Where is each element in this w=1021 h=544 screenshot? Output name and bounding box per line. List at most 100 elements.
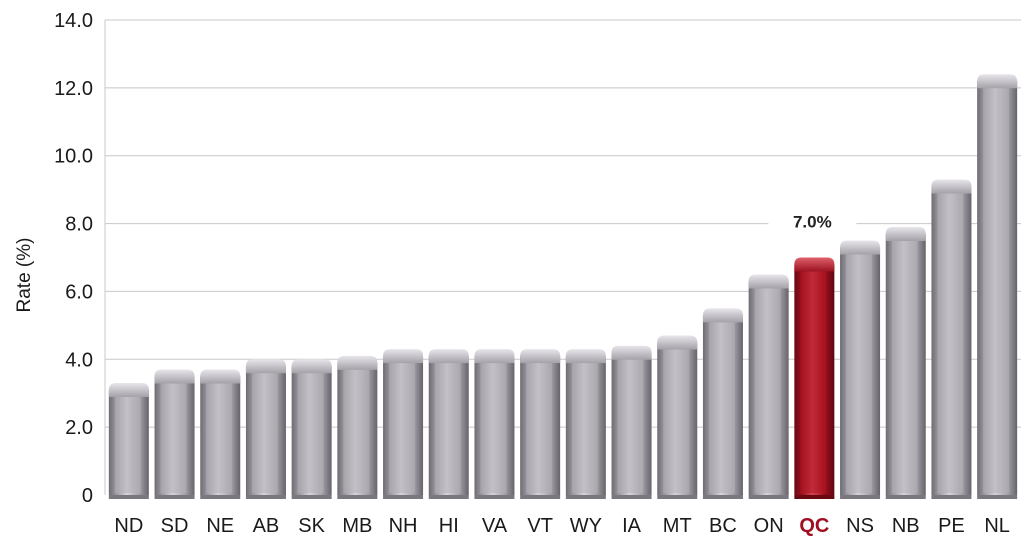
bar-base bbox=[702, 495, 743, 499]
bar-cap bbox=[337, 355, 378, 370]
bar-va bbox=[474, 349, 515, 499]
x-tick-label: SK bbox=[298, 515, 325, 537]
bar-cap bbox=[840, 240, 881, 255]
bar-face bbox=[434, 363, 461, 493]
bar-wy bbox=[565, 349, 606, 499]
x-tick-label: NB bbox=[892, 515, 920, 537]
bar-qc bbox=[794, 257, 835, 499]
y-tick-label: 0 bbox=[82, 485, 93, 507]
bar-cap bbox=[565, 349, 606, 364]
x-tick-label: QC bbox=[799, 515, 829, 537]
x-tick-label: IA bbox=[622, 515, 642, 537]
bar-on bbox=[748, 274, 789, 499]
y-tick-label: 8.0 bbox=[65, 214, 93, 236]
bar-ne bbox=[200, 369, 241, 499]
bar-cap bbox=[702, 308, 743, 323]
y-axis-ticks: 0 2.0 4.0 6.0 8.0 10.0 12.0 14.0 bbox=[54, 10, 93, 507]
bar-sd bbox=[154, 369, 195, 499]
bar-cap bbox=[428, 349, 469, 364]
bar-nb bbox=[885, 226, 926, 499]
bar-face bbox=[206, 383, 233, 493]
gridlines bbox=[104, 19, 1021, 495]
bar-base bbox=[200, 495, 241, 499]
x-tick-label: VA bbox=[482, 515, 508, 537]
bar-base bbox=[520, 495, 561, 499]
x-tick-label: BC bbox=[709, 515, 737, 537]
y-tick-label: 14.0 bbox=[54, 10, 93, 32]
bar-face bbox=[526, 363, 553, 493]
bar-mt bbox=[657, 335, 698, 499]
bar-base bbox=[977, 495, 1018, 499]
x-tick-label: AB bbox=[253, 515, 280, 537]
bar-face bbox=[297, 373, 324, 493]
x-tick-label: NH bbox=[389, 515, 418, 537]
bar-base bbox=[794, 495, 835, 499]
bar-base bbox=[611, 495, 652, 499]
x-tick-label: SD bbox=[161, 515, 189, 537]
bar-cap bbox=[931, 179, 972, 194]
bar-base bbox=[474, 495, 515, 499]
x-tick-label: VT bbox=[527, 515, 553, 537]
bar-pe bbox=[931, 179, 972, 499]
bar-nh bbox=[383, 349, 424, 499]
bar-face bbox=[617, 359, 644, 493]
bar-cap bbox=[383, 349, 424, 364]
bar-cap bbox=[108, 383, 149, 398]
bar-cap bbox=[657, 335, 698, 350]
bar-face bbox=[754, 288, 781, 493]
bar-face bbox=[800, 271, 827, 493]
x-tick-label: NL bbox=[984, 515, 1010, 537]
bars bbox=[108, 74, 1018, 499]
x-tick-label: MT bbox=[663, 515, 692, 537]
y-axis-title: Rate (%) bbox=[14, 238, 35, 313]
bar-vt bbox=[520, 349, 561, 499]
bar-face bbox=[663, 349, 690, 493]
bar-cap bbox=[885, 226, 926, 241]
x-tick-label: MB bbox=[342, 515, 372, 537]
bar-base bbox=[931, 495, 972, 499]
x-tick-label: ND bbox=[114, 515, 143, 537]
bar-cap bbox=[748, 274, 789, 289]
y-tick-label: 10.0 bbox=[54, 146, 93, 168]
bar-ns bbox=[840, 240, 881, 499]
y-tick-label: 2.0 bbox=[65, 417, 93, 439]
bar-face bbox=[891, 240, 918, 493]
bar-base bbox=[885, 495, 926, 499]
x-tick-label: ON bbox=[754, 515, 784, 537]
bar-face bbox=[389, 363, 416, 493]
bar-base bbox=[565, 495, 606, 499]
bar-base bbox=[657, 495, 698, 499]
x-tick-label: NS bbox=[846, 515, 874, 537]
x-tick-label: WY bbox=[570, 515, 602, 537]
x-tick-label: NE bbox=[206, 515, 234, 537]
y-tick-label: 6.0 bbox=[65, 281, 93, 303]
bar-cap bbox=[474, 349, 515, 364]
y-tick-label: 12.0 bbox=[54, 78, 93, 100]
bar-cap bbox=[611, 345, 652, 360]
bar-hi bbox=[428, 349, 469, 499]
bar-face bbox=[114, 397, 141, 493]
bar-cap bbox=[977, 74, 1018, 89]
bar-face bbox=[251, 373, 278, 493]
bar-face bbox=[983, 88, 1010, 494]
data-label-qc: 7.0% bbox=[793, 213, 832, 232]
x-tick-label: HI bbox=[439, 515, 459, 537]
bar-base bbox=[383, 495, 424, 499]
bar-base bbox=[748, 495, 789, 499]
x-axis-labels: ND SD NE AB SK MB NH HI VA VT WY IA MT BC ON QC NS NB PE NL bbox=[114, 515, 1010, 537]
bar-face bbox=[937, 193, 964, 493]
bar-base bbox=[245, 495, 286, 499]
bar-base bbox=[291, 495, 332, 499]
bar-nd bbox=[108, 383, 149, 499]
bar-ia bbox=[611, 345, 652, 499]
bar-face bbox=[846, 254, 873, 493]
bar-cap bbox=[794, 257, 835, 272]
bar-base bbox=[337, 495, 378, 499]
bar-nl bbox=[977, 74, 1018, 499]
bar-base bbox=[840, 495, 881, 499]
y-tick-label: 4.0 bbox=[65, 349, 93, 371]
annotations: 7.0% bbox=[768, 207, 857, 234]
bar-face bbox=[480, 363, 507, 493]
bar-face bbox=[343, 369, 370, 493]
